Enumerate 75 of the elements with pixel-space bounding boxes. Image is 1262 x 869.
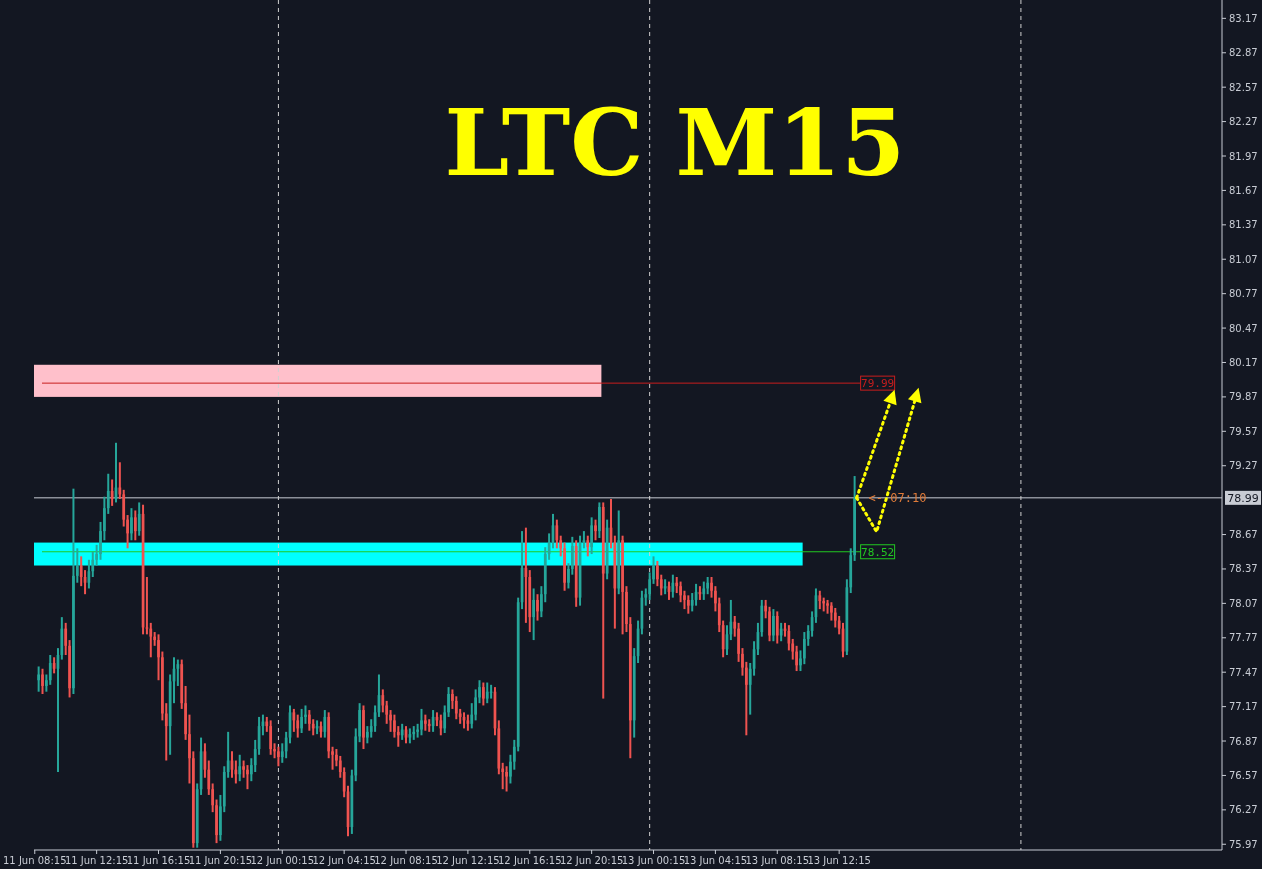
y-tick-label: 79.27 bbox=[1229, 460, 1258, 472]
candlestick bbox=[775, 610, 779, 645]
candlestick bbox=[300, 707, 303, 734]
x-tick-label: 13 Jun 08:15 bbox=[745, 855, 810, 866]
y-tick-label: 81.37 bbox=[1229, 219, 1258, 231]
candlestick bbox=[238, 753, 242, 783]
candlestick bbox=[72, 487, 75, 695]
candlestick bbox=[439, 713, 443, 737]
candlestick bbox=[594, 518, 597, 542]
x-tick-label: 12 Jun 12:15 bbox=[436, 855, 500, 866]
y-tick-label: 82.57 bbox=[1229, 81, 1258, 93]
y-tick-label: 76.57 bbox=[1229, 769, 1258, 781]
candlestick bbox=[706, 575, 710, 596]
y-tick-label: 80.17 bbox=[1229, 356, 1258, 368]
y-tick-label: 76.27 bbox=[1229, 804, 1258, 816]
candlestick bbox=[485, 681, 489, 705]
y-tick-label: 78.07 bbox=[1229, 597, 1258, 609]
candlestick bbox=[145, 575, 149, 636]
candlestick bbox=[277, 745, 280, 768]
x-tick-label: 12 Jun 08:15 bbox=[374, 855, 438, 866]
x-tick-label: 12 Jun 04:15 bbox=[312, 855, 376, 866]
candlestick bbox=[590, 516, 593, 556]
y-tick-label: 80.77 bbox=[1229, 288, 1258, 300]
y-tick-label: 79.87 bbox=[1229, 391, 1258, 403]
candlestick bbox=[307, 709, 311, 732]
x-tick-label: 12 Jun 16:15 bbox=[498, 855, 562, 866]
y-tick-label: 76.87 bbox=[1229, 735, 1258, 747]
candlestick bbox=[246, 764, 249, 791]
candlestick bbox=[621, 534, 624, 636]
y-tick-label: 78.37 bbox=[1229, 563, 1258, 575]
candlestick bbox=[702, 580, 706, 601]
candlestick bbox=[454, 695, 458, 721]
y-tick-label: 79.57 bbox=[1229, 425, 1258, 437]
candlestick bbox=[41, 667, 44, 695]
candlestick bbox=[37, 665, 40, 693]
candlestick bbox=[381, 688, 385, 714]
y-tick-label: 77.47 bbox=[1229, 666, 1258, 678]
ref-line-label: 78.99 bbox=[1227, 491, 1259, 505]
candlestick bbox=[296, 713, 300, 739]
candlestick bbox=[362, 704, 365, 751]
y-tick-label: 78.67 bbox=[1229, 529, 1258, 541]
x-tick-label: 11 Jun 08:15 bbox=[3, 855, 67, 866]
candlestick bbox=[818, 589, 822, 611]
y-tick-label: 80.47 bbox=[1229, 322, 1258, 334]
candlestick bbox=[424, 713, 427, 732]
candlestick bbox=[133, 509, 137, 542]
candlestick bbox=[420, 707, 423, 737]
candlestick bbox=[686, 594, 690, 615]
ref-line-label: 78.52 bbox=[861, 545, 895, 559]
candlestick bbox=[323, 709, 327, 739]
candlestick bbox=[48, 653, 52, 686]
y-tick-label: 82.27 bbox=[1229, 116, 1258, 128]
candlestick bbox=[269, 719, 273, 756]
candlestick bbox=[505, 765, 508, 793]
x-tick-label: 12 Jun 00:15 bbox=[250, 855, 315, 866]
candlestick bbox=[586, 534, 590, 558]
y-tick-label: 81.67 bbox=[1229, 184, 1258, 196]
text: LTC M15 bbox=[444, 89, 906, 197]
x-tick-label: 13 Jun 12:15 bbox=[807, 855, 871, 866]
y-tick-label: 77.77 bbox=[1229, 632, 1258, 644]
candlestick bbox=[536, 593, 539, 622]
y-tick-label: 75.97 bbox=[1229, 838, 1258, 850]
candlestick bbox=[555, 518, 559, 550]
candlestick bbox=[482, 681, 485, 707]
y-tick-label: 83.17 bbox=[1229, 12, 1258, 24]
candlestick bbox=[532, 587, 535, 642]
y-tick-label: 81.07 bbox=[1229, 253, 1258, 265]
y-tick-label: 82.87 bbox=[1229, 47, 1258, 59]
y-tick-label: 81.97 bbox=[1229, 150, 1258, 162]
ref-line-label: 79.99 bbox=[861, 377, 895, 391]
y-tick-label: 77.17 bbox=[1229, 701, 1258, 713]
candlestick bbox=[598, 501, 601, 539]
candlestick bbox=[772, 608, 775, 643]
candlestick bbox=[137, 501, 141, 537]
candlestick bbox=[130, 507, 133, 542]
